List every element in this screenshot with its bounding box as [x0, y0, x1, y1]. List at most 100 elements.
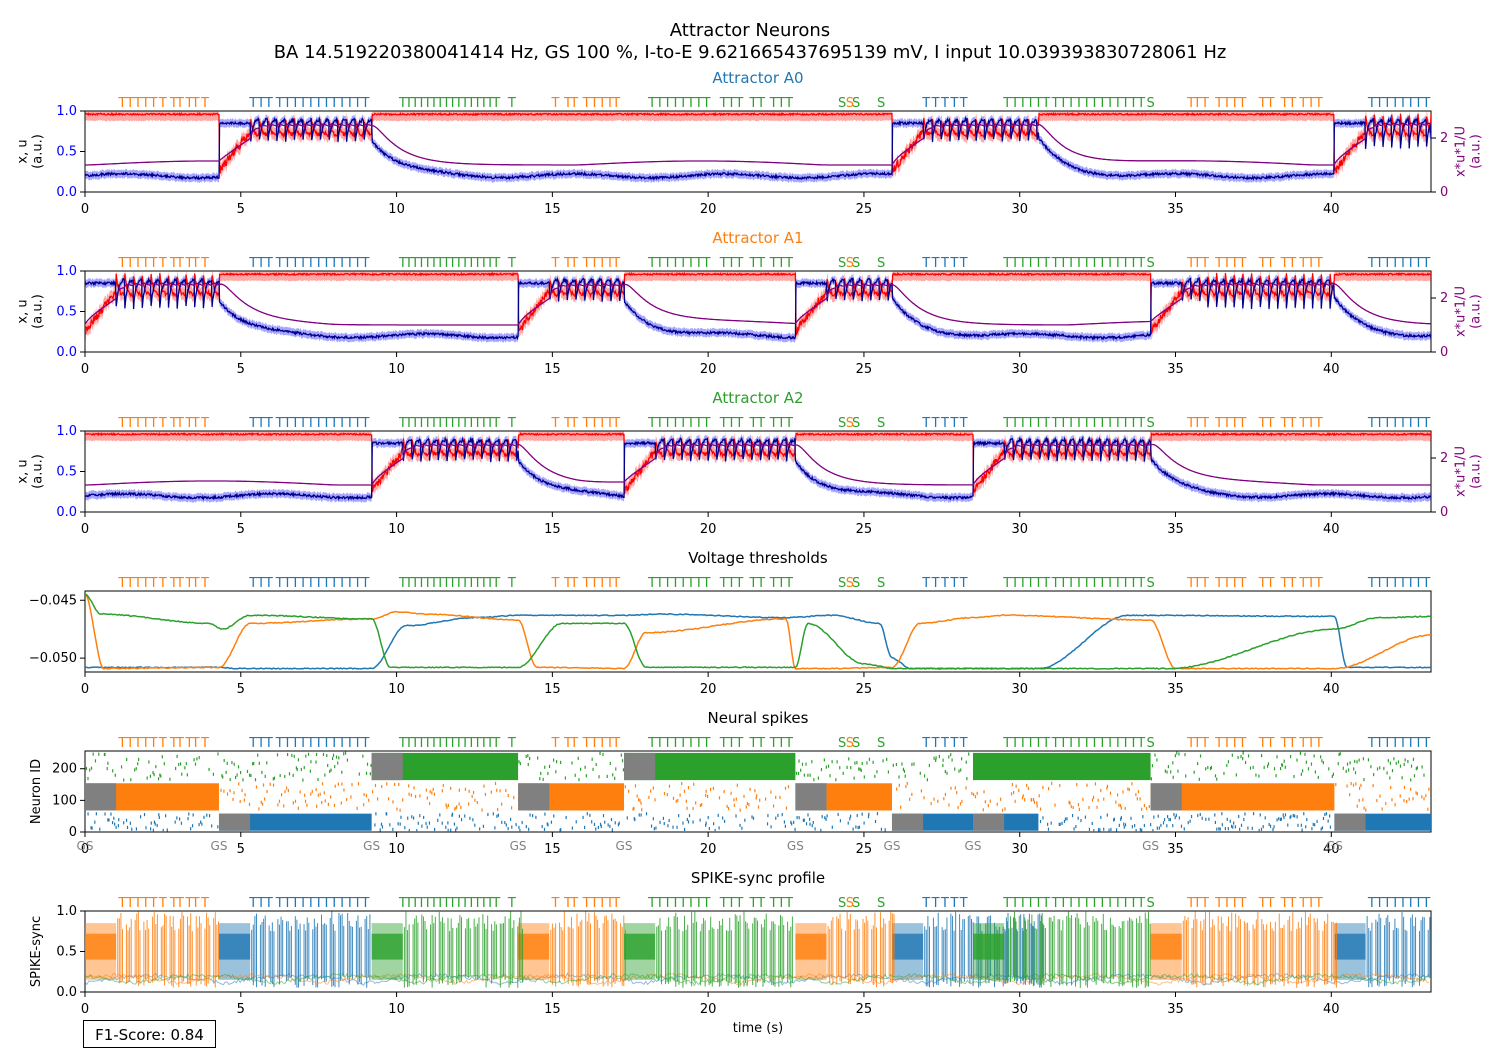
- stimulus-marker: T: [417, 736, 426, 751]
- stimulus-marker: T: [1051, 96, 1060, 111]
- stimulus-marker: T: [1222, 576, 1231, 591]
- gs-block: [218, 813, 251, 831]
- stimulus-marker: T: [314, 896, 323, 911]
- stimulus-marker: T: [158, 576, 167, 591]
- stimulus-marker: T: [329, 256, 338, 271]
- stimulus-marker: T: [678, 896, 687, 911]
- stimulus-marker: T: [479, 416, 488, 431]
- stimulus-marker: S: [877, 896, 885, 911]
- stimulus-marker: T: [507, 736, 516, 751]
- stimulus-marker: T: [1421, 896, 1430, 911]
- stimulus-marker: T: [959, 256, 968, 271]
- stimulus-marker: S: [877, 256, 885, 271]
- stimulus-marker: T: [360, 576, 369, 591]
- gs-label: GS: [1142, 839, 1159, 853]
- stimulus-marker: T: [1406, 896, 1415, 911]
- stimulus-marker: T: [158, 736, 167, 751]
- stimulus-marker: T: [1258, 896, 1267, 911]
- stimulus-marker: T: [1074, 96, 1083, 111]
- stimulus-marker: T: [283, 96, 292, 111]
- stimulus-marker: T: [125, 96, 134, 111]
- stimulus-marker: T: [1222, 96, 1231, 111]
- stimulus-marker: T: [1398, 256, 1407, 271]
- stimulus-marker: T: [184, 256, 193, 271]
- stimulus-marker: T: [441, 256, 450, 271]
- stimulus-marker: T: [1128, 896, 1137, 911]
- plot-area: [85, 593, 1431, 670]
- stimulus-marker: T: [655, 416, 664, 431]
- x-tick-label: 25: [856, 682, 873, 697]
- y-tick-label: 0.5: [56, 465, 77, 480]
- stimulus-marker: T: [158, 96, 167, 111]
- x-tick-label: 35: [1167, 202, 1184, 217]
- stimulus-marker: T: [1398, 416, 1407, 431]
- stimulus-marker: T: [441, 96, 450, 111]
- stimulus-marker: T: [314, 256, 323, 271]
- stimulus-marker: T: [940, 576, 949, 591]
- stimulus-marker: T: [1192, 736, 1201, 751]
- x-tick-label: 40: [1323, 362, 1340, 377]
- stimulus-marker: T: [563, 416, 572, 431]
- stimulus-marker: T: [345, 736, 354, 751]
- stimulus-marker: T: [702, 576, 711, 591]
- gs-block: [972, 813, 1005, 831]
- stimulus-marker: T: [435, 576, 444, 591]
- stimulus-marker: T: [776, 576, 785, 591]
- stimulus-marker: T: [1105, 896, 1114, 911]
- threshold-line-a1: [85, 593, 1431, 670]
- stimulus-marker: T: [1314, 256, 1323, 271]
- stimulus-marker: T: [1097, 256, 1106, 271]
- stimulus-marker: T: [670, 896, 679, 911]
- stimulus-marker: T: [1414, 896, 1423, 911]
- stimulus-marker: T: [784, 896, 793, 911]
- stimulus-marker: T: [670, 576, 679, 591]
- x-tick-label: 35: [1167, 522, 1184, 537]
- stimulus-marker: T: [169, 416, 178, 431]
- stimulus-marker: T: [1375, 896, 1384, 911]
- gs-block: [891, 813, 924, 831]
- stimulus-marker: T: [360, 896, 369, 911]
- stimulus-marker: T: [589, 96, 598, 111]
- stimulus-marker: T: [1230, 736, 1239, 751]
- stimulus-marker: T: [663, 576, 672, 591]
- u-band: [85, 111, 1431, 180]
- x-tick-label: 10: [388, 522, 405, 537]
- stimulus-marker: T: [1266, 256, 1275, 271]
- stimulus-marker: T: [410, 896, 419, 911]
- stimulus-marker: T: [1066, 256, 1075, 271]
- y2-tick-label: 0: [1440, 505, 1448, 520]
- stimulus-marker: T: [959, 736, 968, 751]
- stimulus-marker: T: [1414, 576, 1423, 591]
- stimulus-marker: T: [776, 96, 785, 111]
- x-axis-label: time (s): [733, 1021, 783, 1036]
- stimulus-marker: T: [1128, 256, 1137, 271]
- stimulus-marker: T: [1398, 896, 1407, 911]
- stimulus-marker: T: [417, 576, 426, 591]
- y-tick-label: 1.0: [56, 104, 77, 119]
- stimulus-marker: T: [563, 896, 572, 911]
- stimulus-marker: T: [1097, 416, 1106, 431]
- stimulus-marker: T: [1238, 576, 1247, 591]
- stimulus-marker: T: [1136, 736, 1145, 751]
- stimulus-marker: T: [290, 736, 299, 751]
- stimulus-marker: T: [1287, 416, 1296, 431]
- stimulus-marker: T: [1136, 256, 1145, 271]
- stimulus-marker: T: [734, 256, 743, 271]
- y-axis-label: x, u (a.u.): [16, 294, 46, 329]
- stimulus-marker: T: [959, 96, 968, 111]
- stimulus-marker: T: [1097, 96, 1106, 111]
- stimulus-marker: T: [1082, 896, 1091, 911]
- stimulus-marker: T: [1018, 416, 1027, 431]
- stimulus-marker: T: [702, 416, 711, 431]
- x-tick-label: 15: [544, 1002, 561, 1017]
- stimulus-marker: T: [117, 416, 126, 431]
- sync-core: [891, 933, 924, 960]
- stimulus-marker: T: [1214, 416, 1223, 431]
- stimulus-marker: T: [423, 736, 432, 751]
- stimulus-marker: T: [125, 896, 134, 911]
- stimulus-marker: T: [569, 416, 578, 431]
- stimulus-marker: T: [337, 256, 346, 271]
- stimulus-marker: T: [1074, 896, 1083, 911]
- y-axis-label: Neuron ID: [29, 759, 44, 824]
